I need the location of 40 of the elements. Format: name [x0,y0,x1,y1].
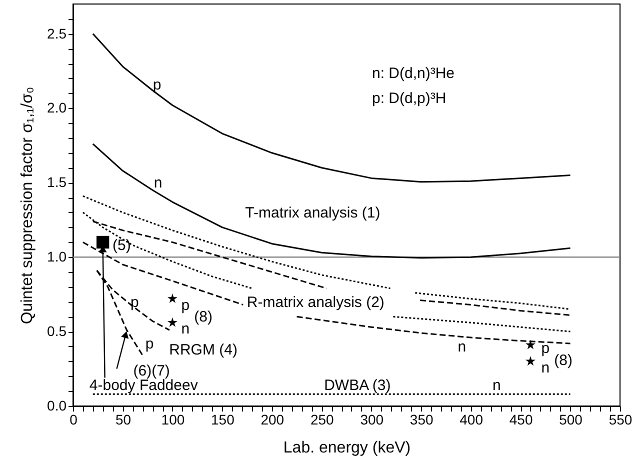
y-tick-label: 0.0 [47,398,67,414]
annotation: p: D(d,p)³H [372,90,446,107]
x-axis-title: Lab. energy (keV) [283,440,411,456]
annotation: T-matrix analysis (1) [245,204,380,222]
x-tick-label: 50 [115,412,132,428]
annotation: p [541,340,550,357]
annotation: p [130,294,139,311]
x-tick-label: 350 [410,412,434,428]
x-tick-label: 200 [260,412,284,428]
annotation: p [152,76,162,94]
annotation: n [181,320,190,338]
annotation: n [154,174,162,192]
x-tick-label: 250 [310,412,334,428]
annotation: DWBA (3) [324,377,391,394]
y-tick-label: 1.0 [47,248,67,265]
annotation: n [541,359,550,376]
x-tick-label: 400 [460,412,484,428]
annotation: (5) [112,237,131,254]
x-tick-label: 450 [509,412,533,428]
annotation: (8) [194,308,212,326]
annotation: R-matrix analysis (2) [246,294,384,311]
x-tick-label: 0 [70,412,78,428]
x-tick-label: 100 [161,412,185,428]
y-tick-label: 2.5 [47,25,67,42]
annotation: n: D(d,n)³He [372,65,455,82]
x-tick-label: 300 [360,412,384,428]
y-axis-title: Quintet suppression factor σ₁,₁/σ₀ [19,86,36,324]
annotation: p [181,296,190,314]
y-tick-label: 0.5 [47,323,67,340]
annotation: n [458,338,466,356]
annotation: n [492,377,501,394]
annotation: p [145,335,154,352]
annotation: (6)(7) [133,362,170,380]
x-tick-label: 550 [608,412,632,428]
y-tick-label: 1.5 [47,174,67,190]
y-tick-label: 2.0 [47,100,67,116]
x-tick-label: 150 [211,412,235,428]
x-tick-label: 500 [559,412,583,428]
annotation: (8) [554,352,572,369]
annotation: RRGM (4) [169,341,238,358]
